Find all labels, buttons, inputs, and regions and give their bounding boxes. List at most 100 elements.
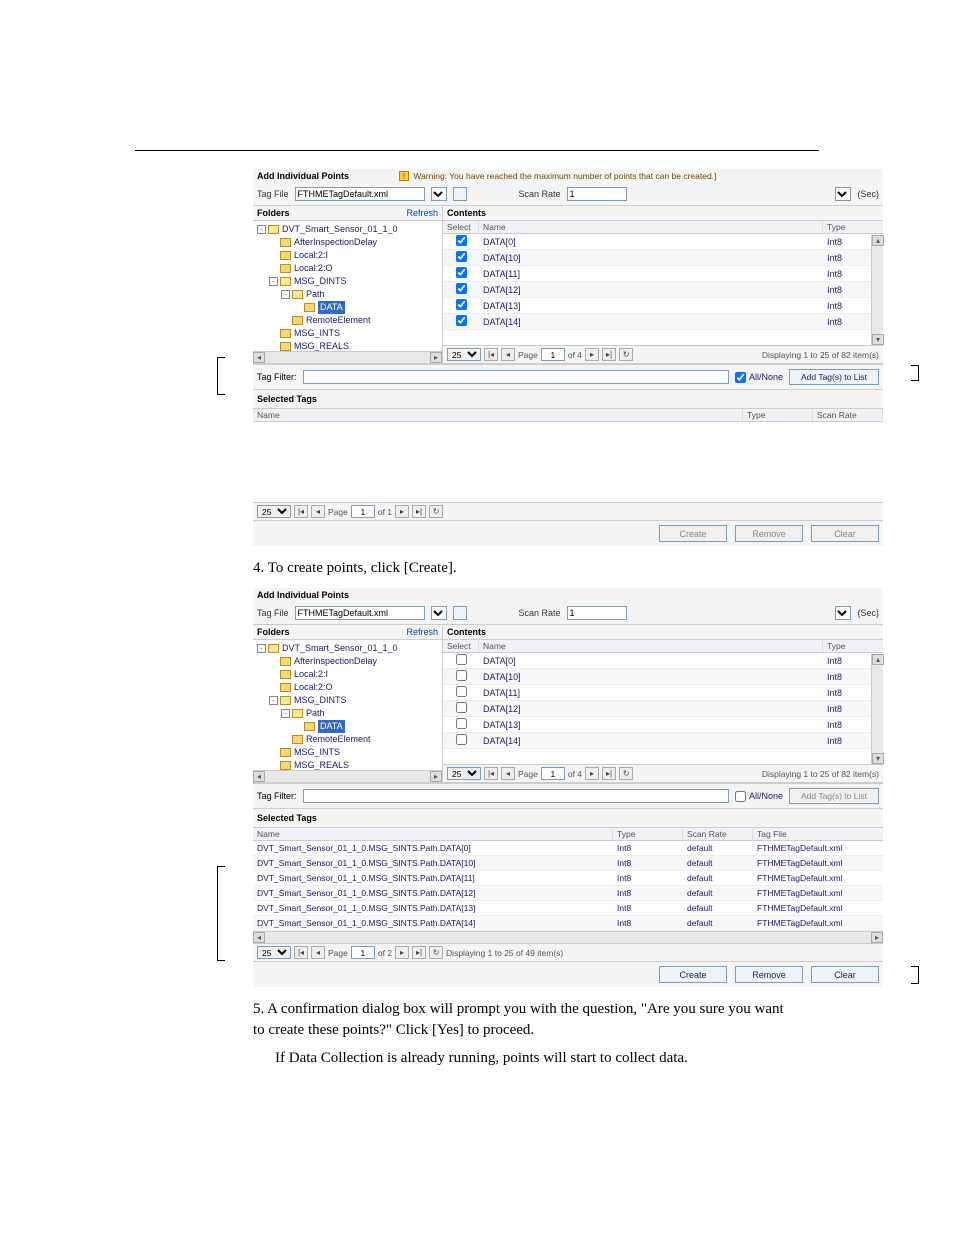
tree-item[interactable]: -Path (253, 288, 442, 301)
row-select-checkbox[interactable] (456, 315, 467, 326)
selgrid-col-tagfile[interactable]: Tag File (753, 828, 883, 840)
selected-tag-row[interactable]: DVT_Smart_Sensor_01_1_0.MSG_SINTS.Path.D… (253, 901, 883, 916)
pager-first[interactable]: |◂ (484, 348, 498, 361)
tree-hscrollbar[interactable]: ◂ ▸ (253, 351, 442, 363)
tagfilter-input[interactable] (303, 370, 729, 384)
grid-col-name[interactable]: Name (479, 640, 823, 652)
remove-button[interactable]: Remove (735, 525, 803, 542)
allnone-checkbox[interactable]: All/None (735, 372, 783, 383)
row-select-checkbox[interactable] (456, 734, 467, 745)
tagfile-input[interactable] (295, 187, 425, 201)
grid-col-name[interactable]: Name (479, 221, 823, 233)
tree-item[interactable]: MSG_INTS (253, 327, 442, 340)
pager-next[interactable]: ▸ (585, 348, 599, 361)
grid-row[interactable]: DATA[12]Int8 (443, 282, 883, 298)
pager-prev[interactable]: ◂ (501, 348, 515, 361)
scroll-right-icon[interactable]: ▸ (871, 932, 883, 943)
tagfile-refresh-button[interactable] (453, 606, 467, 620)
sel-pager-refresh[interactable]: ↻ (429, 505, 443, 518)
tree-item[interactable]: MSG_INTS (253, 746, 442, 759)
selected-tag-row[interactable]: DVT_Smart_Sensor_01_1_0.MSG_SINTS.Path.D… (253, 841, 883, 856)
create-button[interactable]: Create (659, 525, 727, 542)
pagesize-select[interactable]: 25 (447, 348, 481, 361)
pager-next[interactable]: ▸ (585, 767, 599, 780)
pager-refresh[interactable]: ↻ (619, 348, 633, 361)
grid-col-select[interactable]: Select (443, 221, 479, 233)
tree-item[interactable]: MSG_REALS (253, 340, 442, 351)
grid-row[interactable]: DATA[11]Int8 (443, 266, 883, 282)
sel-pagesize-select[interactable]: 25 (257, 946, 291, 959)
tagfile-select[interactable] (431, 606, 447, 620)
selected-tag-row[interactable]: DVT_Smart_Sensor_01_1_0.MSG_SINTS.Path.D… (253, 886, 883, 901)
grid-row[interactable]: DATA[0]Int8 (443, 234, 883, 250)
tree-item[interactable]: Local:2:O (253, 262, 442, 275)
allnone-checkbox[interactable]: All/None (735, 791, 783, 802)
tagfile-refresh-button[interactable] (453, 187, 467, 201)
scroll-left-icon[interactable]: ◂ (253, 932, 265, 943)
create-button[interactable]: Create (659, 966, 727, 983)
folders-refresh-link[interactable]: Refresh (406, 627, 438, 637)
grid-row[interactable]: DATA[10]Int8 (443, 669, 883, 685)
pager-page-input[interactable] (541, 767, 565, 780)
row-select-checkbox[interactable] (456, 654, 467, 665)
tree-item[interactable]: -DVT_Smart_Sensor_01_1_0 (253, 642, 442, 655)
selgrid-col-name[interactable]: Name (253, 828, 613, 840)
sel-pager-next[interactable]: ▸ (395, 505, 409, 518)
tree-item[interactable]: DATA (253, 301, 442, 314)
selgrid-col-type[interactable]: Type (743, 409, 813, 421)
row-select-checkbox[interactable] (456, 267, 467, 278)
scanrate-select[interactable] (835, 606, 851, 620)
grid-vscrollbar[interactable]: ▴ ▾ (871, 654, 883, 764)
scroll-right-icon[interactable]: ▸ (430, 771, 442, 782)
selgrid-hscrollbar[interactable]: ◂ ▸ (253, 931, 883, 943)
grid-row[interactable]: DATA[10]Int8 (443, 250, 883, 266)
tree-expander-icon[interactable]: - (257, 225, 266, 234)
tree-expander-icon[interactable]: - (281, 709, 290, 718)
sel-pager-first[interactable]: |◂ (294, 505, 308, 518)
tree-item[interactable]: Local:2:I (253, 668, 442, 681)
remove-button[interactable]: Remove (735, 966, 803, 983)
folders-refresh-link[interactable]: Refresh (406, 208, 438, 218)
tree-item[interactable]: AfterInspectionDelay (253, 236, 442, 249)
folder-tree[interactable]: -DVT_Smart_Sensor_01_1_0AfterInspectionD… (253, 640, 442, 770)
row-select-checkbox[interactable] (456, 686, 467, 697)
selected-tag-row[interactable]: DVT_Smart_Sensor_01_1_0.MSG_SINTS.Path.D… (253, 871, 883, 886)
scroll-right-icon[interactable]: ▸ (430, 352, 442, 363)
sel-pager-refresh[interactable]: ↻ (429, 946, 443, 959)
clear-button[interactable]: Clear (811, 525, 879, 542)
grid-col-type[interactable]: Type (823, 221, 883, 233)
tree-item[interactable]: -MSG_DINTS (253, 275, 442, 288)
selected-tag-row[interactable]: DVT_Smart_Sensor_01_1_0.MSG_SINTS.Path.D… (253, 856, 883, 871)
pager-prev[interactable]: ◂ (501, 767, 515, 780)
scroll-down-icon[interactable]: ▾ (872, 753, 884, 764)
sel-pager-first[interactable]: |◂ (294, 946, 308, 959)
tree-item[interactable]: -DVT_Smart_Sensor_01_1_0 (253, 223, 442, 236)
grid-row[interactable]: DATA[12]Int8 (443, 701, 883, 717)
scroll-left-icon[interactable]: ◂ (253, 771, 265, 782)
row-select-checkbox[interactable] (456, 702, 467, 713)
scroll-up-icon[interactable]: ▴ (872, 235, 884, 246)
tagfile-select[interactable] (431, 187, 447, 201)
selgrid-col-type[interactable]: Type (613, 828, 683, 840)
row-select-checkbox[interactable] (456, 235, 467, 246)
row-select-checkbox[interactable] (456, 670, 467, 681)
pagesize-select[interactable]: 25 (447, 767, 481, 780)
tree-item[interactable]: -Path (253, 707, 442, 720)
scroll-down-icon[interactable]: ▾ (872, 334, 884, 345)
row-select-checkbox[interactable] (456, 283, 467, 294)
grid-vscrollbar[interactable]: ▴ ▾ (871, 235, 883, 345)
row-select-checkbox[interactable] (456, 299, 467, 310)
grid-row[interactable]: DATA[13]Int8 (443, 717, 883, 733)
sel-pager-last[interactable]: ▸| (412, 946, 426, 959)
tree-hscrollbar[interactable]: ◂ ▸ (253, 770, 442, 782)
add-tags-button[interactable]: Add Tag(s) to List (789, 788, 879, 804)
tree-item[interactable]: -MSG_DINTS (253, 694, 442, 707)
folder-tree[interactable]: -DVT_Smart_Sensor_01_1_0AfterInspectionD… (253, 221, 442, 351)
grid-row[interactable]: DATA[13]Int8 (443, 298, 883, 314)
tree-item[interactable]: RemoteElement (253, 733, 442, 746)
sel-pager-last[interactable]: ▸| (412, 505, 426, 518)
tree-expander-icon[interactable]: - (257, 644, 266, 653)
sel-pagesize-select[interactable]: 25 (257, 505, 291, 518)
tree-item[interactable]: AfterInspectionDelay (253, 655, 442, 668)
pager-page-input[interactable] (541, 348, 565, 361)
